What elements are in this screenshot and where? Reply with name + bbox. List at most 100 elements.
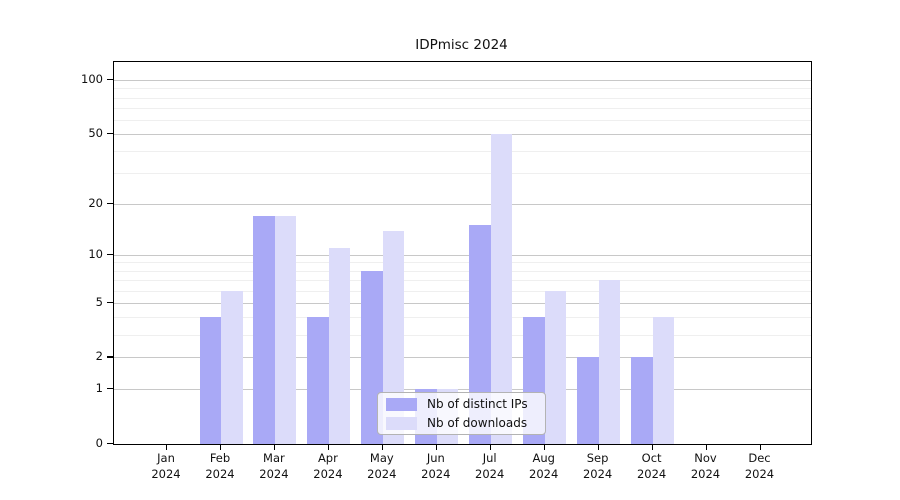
bar-distinct-ips xyxy=(199,317,221,444)
x-tick-mark xyxy=(381,444,383,450)
y-tick-label: 100 xyxy=(81,72,103,87)
x-tick-year: 2024 xyxy=(421,466,451,481)
minor-gridline xyxy=(114,97,811,99)
x-tick-year: 2024 xyxy=(529,466,559,481)
y-tick-label: 50 xyxy=(88,125,103,140)
x-tick-label: Aug 2024 xyxy=(512,451,576,482)
x-tick-month: Jun xyxy=(426,451,445,465)
y-tick-mark xyxy=(107,443,113,445)
bar-downloads xyxy=(382,230,405,444)
legend-label: Nb of downloads xyxy=(427,415,528,430)
legend-label: Nb of distinct IPs xyxy=(427,396,528,411)
x-tick-mark xyxy=(651,444,653,450)
major-gridline xyxy=(114,203,811,205)
major-gridline xyxy=(114,389,811,391)
major-gridline xyxy=(114,254,811,256)
minor-gridline xyxy=(114,88,811,90)
x-tick-month: May xyxy=(369,451,394,465)
x-tick-month: Dec xyxy=(748,451,771,465)
bar-distinct-ips xyxy=(577,357,599,444)
minor-gridline xyxy=(114,317,811,319)
minor-gridline xyxy=(114,270,811,272)
x-tick-mark xyxy=(597,444,599,450)
x-tick-mark xyxy=(705,444,707,450)
x-tick-label: Sep 2024 xyxy=(566,451,630,482)
y-tick-label: 1 xyxy=(95,381,103,396)
y-tick-mark xyxy=(107,79,113,81)
x-tick-mark xyxy=(489,444,491,450)
minor-gridline xyxy=(114,280,811,281)
x-tick-label: Jun 2024 xyxy=(404,451,468,482)
bar-distinct-ips xyxy=(631,357,653,444)
legend-swatch xyxy=(386,397,417,411)
bar-downloads xyxy=(544,290,567,444)
legend-item: Nb of downloads xyxy=(386,415,537,430)
bar-downloads xyxy=(221,290,243,444)
x-tick-year: 2024 xyxy=(367,466,397,481)
y-tick-label: 5 xyxy=(95,294,103,309)
x-tick-year: 2024 xyxy=(151,466,181,481)
y-tick-mark xyxy=(107,356,113,358)
x-tick-mark xyxy=(435,444,437,450)
x-tick-mark xyxy=(220,444,222,450)
y-tick-mark xyxy=(107,253,113,256)
bar-distinct-ips xyxy=(253,216,275,444)
legend-item: Nb of distinct IPs xyxy=(386,396,537,411)
y-tick-mark xyxy=(107,388,113,390)
plot-area xyxy=(113,61,812,445)
x-tick-label: May 2024 xyxy=(350,451,414,482)
minor-gridline xyxy=(114,334,811,336)
minor-gridline xyxy=(114,107,811,109)
x-tick-month: Jul xyxy=(482,451,497,465)
x-tick-month: Jan xyxy=(157,451,175,465)
major-gridline xyxy=(114,133,811,135)
x-tick-label: Jul 2024 xyxy=(458,451,522,482)
bar-downloads xyxy=(328,248,351,444)
y-tick-label: 20 xyxy=(88,195,103,210)
bar-downloads xyxy=(490,133,513,444)
x-tick-label: Dec 2024 xyxy=(728,451,792,482)
minor-gridline xyxy=(114,173,811,175)
y-tick-mark xyxy=(107,132,113,135)
y-tick-mark xyxy=(107,301,113,303)
y-tick-label: 2 xyxy=(95,349,103,364)
bar-downloads xyxy=(598,280,621,444)
bar-distinct-ips xyxy=(307,317,329,444)
x-tick-label: Nov 2024 xyxy=(674,451,738,482)
x-tick-year: 2024 xyxy=(744,466,775,481)
minor-gridline xyxy=(114,290,811,292)
minor-gridline xyxy=(114,151,811,153)
legend-swatch xyxy=(386,416,417,430)
x-tick-year: 2024 xyxy=(690,466,721,481)
bar-distinct-ips xyxy=(469,225,491,444)
x-tick-label: Mar 2024 xyxy=(242,451,306,482)
major-gridline xyxy=(114,80,811,82)
x-tick-label: Oct 2024 xyxy=(620,451,684,482)
legend: Nb of distinct IPs Nb of downloads xyxy=(377,392,546,435)
x-tick-month: Oct xyxy=(641,451,662,465)
x-tick-year: 2024 xyxy=(313,466,343,481)
bar-downloads xyxy=(274,216,297,444)
y-tick-label: 10 xyxy=(88,246,103,261)
x-tick-month: Feb xyxy=(209,451,231,465)
x-tick-month: Sep xyxy=(586,451,609,465)
x-tick-year: 2024 xyxy=(259,466,289,481)
minor-gridline xyxy=(114,262,811,264)
x-tick-mark xyxy=(543,444,545,450)
x-tick-year: 2024 xyxy=(205,466,235,481)
x-tick-mark xyxy=(327,444,330,450)
x-tick-year: 2024 xyxy=(582,466,613,481)
chart-title: IDPmisc 2024 xyxy=(415,37,508,53)
major-gridline xyxy=(114,302,811,304)
minor-gridline xyxy=(114,119,811,121)
x-tick-label: Feb 2024 xyxy=(188,451,252,482)
x-tick-year: 2024 xyxy=(475,466,505,481)
x-tick-month: Apr xyxy=(317,451,338,465)
bar-downloads xyxy=(652,317,675,444)
x-tick-mark xyxy=(759,444,761,450)
major-gridline xyxy=(114,357,811,359)
y-tick-mark xyxy=(107,202,113,205)
x-tick-month: Aug xyxy=(532,451,555,465)
x-tick-month: Mar xyxy=(263,451,285,465)
